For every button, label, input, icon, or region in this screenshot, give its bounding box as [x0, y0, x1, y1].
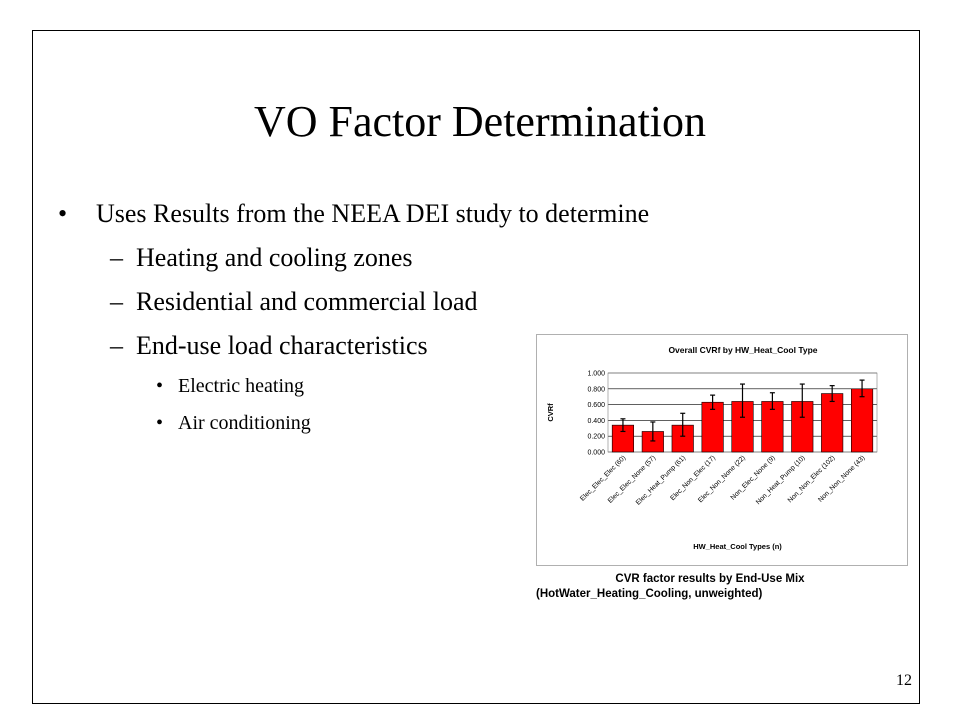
chart-caption: CVR factor results by End-Use Mix (HotWa… — [536, 572, 908, 602]
bar-chart: Overall CVRf by HW_Heat_Cool Type 0.000 0.… — [546, 345, 878, 551]
sub-item-text: End-use load characteristics — [136, 331, 428, 360]
caption-line-1: CVR factor results by End-Use Mix — [615, 573, 805, 585]
page-number: 12 — [896, 672, 912, 689]
bar — [850, 388, 874, 453]
sub-sub-item-text: Electric heating — [178, 375, 305, 397]
sub-sub-item-text: Air conditioning — [178, 412, 311, 434]
x-tick-label: Elec_Heat_Pump (61) — [635, 454, 687, 506]
chart-title: Overall CVRf by HW_Heat_Cool Type — [668, 345, 817, 355]
sub-sub-item-electric-heating: • Electric heating — [56, 368, 649, 405]
chart-container: Overall CVRf by HW_Heat_Cool Type 0.000 0.… — [536, 334, 908, 566]
slide-title: VO Factor Determination — [253, 97, 707, 146]
sub-item-text: Residential and commercial load — [136, 287, 478, 316]
x-axis-label: HW_Heat_Cool Types (n) — [693, 542, 782, 551]
bullet-dot-icon: • — [156, 375, 164, 397]
sub-item-text: Heating and cooling zones — [136, 243, 413, 272]
slide-frame — [32, 30, 920, 704]
dash-icon: – — [110, 243, 123, 272]
sub-sub-item-air-conditioning: • Air conditioning — [56, 405, 649, 442]
y-tick-label: 0.800 — [587, 386, 605, 393]
bullet-list: • Uses Results from the NEEA DEI study t… — [56, 192, 649, 442]
sub-item-heating-cooling: – Heating and cooling zones — [56, 236, 649, 280]
bar — [821, 393, 844, 453]
sub-item-residential-commercial: – Residential and commercial load — [56, 280, 649, 324]
caption-line-2: (HotWater_Heating_Cooling, unweighted) — [536, 588, 763, 600]
y-tick-label: 0.200 — [587, 434, 605, 441]
y-tick-label: 1.000 — [587, 371, 605, 378]
bullet-dot-icon: • — [58, 199, 68, 228]
y-tick-label: 0.000 — [587, 450, 605, 457]
bullet-dot-icon: • — [156, 412, 164, 434]
bullet-text: Uses Results from the NEEA DEI study to … — [96, 199, 650, 228]
y-axis-label: CVRf — [546, 403, 555, 422]
y-tick-label: 0.400 — [587, 418, 605, 425]
sub-item-end-use: – End-use load characteristics — [56, 324, 649, 368]
dash-icon: – — [110, 287, 123, 316]
y-tick-label: 0.600 — [587, 402, 605, 409]
dash-icon: – — [110, 331, 123, 360]
bullet-item: • Uses Results from the NEEA DEI study t… — [56, 192, 649, 236]
